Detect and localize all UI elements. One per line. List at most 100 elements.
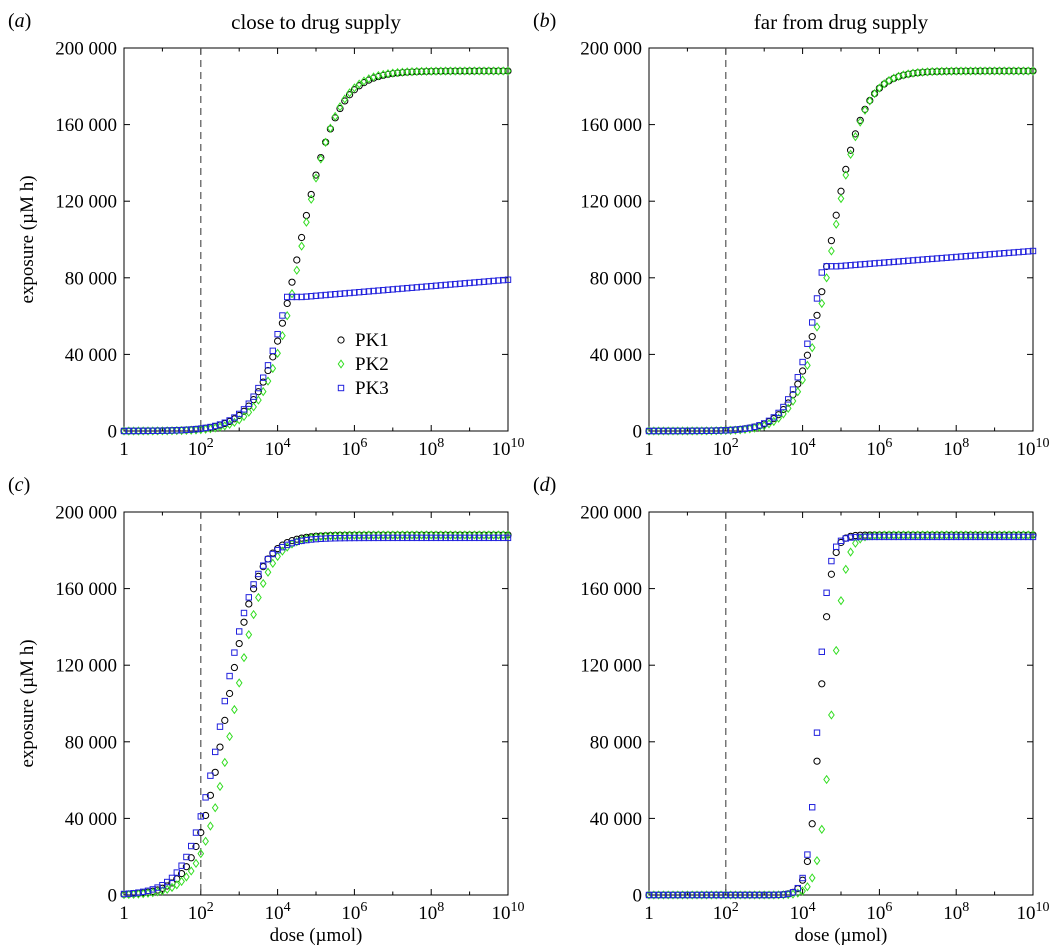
data-point-PK2	[403, 67, 411, 77]
data-point-PK2	[437, 66, 445, 76]
data-point-PK2	[192, 858, 200, 869]
data-point-PK3	[909, 257, 917, 264]
series-PK3	[645, 533, 1037, 899]
data-point-PK3	[765, 891, 773, 899]
data-point-PK3	[881, 533, 888, 541]
data-point-PK2	[938, 66, 946, 76]
data-point-PK2	[226, 731, 233, 742]
legend-label: PK2	[355, 354, 389, 375]
data-point-PK3	[303, 536, 310, 544]
data-point-PK2	[1015, 66, 1022, 76]
data-point-PK2	[852, 538, 859, 548]
data-point-PK3	[356, 288, 363, 296]
data-point-PK1	[221, 716, 229, 724]
data-point-PK3	[260, 562, 267, 569]
data-point-PK3	[168, 427, 176, 434]
y-tick-label: 80 000	[65, 268, 117, 289]
data-point-PK3	[986, 251, 993, 258]
data-point-PK3	[207, 423, 214, 431]
data-point-PK3	[741, 425, 749, 432]
data-point-PK3	[120, 427, 128, 435]
data-point-PK3	[943, 533, 950, 541]
data-point-PK3	[399, 285, 406, 292]
data-point-PK2	[456, 530, 464, 540]
data-point-PK3	[871, 533, 878, 541]
data-point-PK3	[890, 533, 897, 541]
data-point-PK3	[885, 259, 893, 266]
data-point-PK1	[283, 299, 291, 308]
data-point-PK3	[336, 290, 344, 298]
data-point-PK3	[466, 279, 473, 287]
data-point-PK3	[490, 277, 497, 285]
y-tick-label: 200 000	[55, 39, 117, 60]
x-tick-label: 1010	[1017, 900, 1050, 924]
data-point-PK3	[693, 891, 701, 899]
data-point-PK3	[461, 280, 469, 287]
data-point-PK2	[394, 530, 401, 540]
data-point-PK3	[876, 259, 883, 267]
data-point-PK1	[856, 116, 864, 124]
data-point-PK3	[799, 874, 806, 882]
data-point-PK2	[322, 137, 329, 147]
data-point-PK1	[202, 811, 210, 820]
data-point-PK3	[332, 535, 339, 542]
data-point-PK2	[871, 88, 878, 99]
data-point-PK2	[384, 69, 392, 79]
data-point-PK3	[173, 869, 181, 876]
data-point-PK3	[495, 534, 502, 542]
data-point-PK3	[876, 533, 883, 541]
data-point-PK1	[832, 548, 840, 557]
data-point-PK3	[168, 874, 176, 882]
data-point-PK3	[996, 533, 1003, 541]
data-point-PK2	[471, 66, 478, 76]
data-point-PK1	[269, 353, 277, 361]
data-point-PK3	[842, 535, 849, 542]
x-tick-label: 108	[943, 900, 969, 924]
data-point-PK2	[475, 530, 483, 540]
data-point-PK3	[684, 891, 691, 899]
data-point-PK3	[423, 534, 430, 542]
data-point-PK2	[384, 530, 392, 540]
x-tick-label: 1010	[492, 436, 525, 460]
data-point-PK2	[986, 66, 994, 76]
data-point-PK3	[346, 289, 353, 297]
data-point-PK3	[125, 427, 132, 435]
data-point-PK3	[914, 533, 921, 541]
data-point-PK3	[1025, 248, 1032, 255]
data-point-PK3	[943, 254, 950, 261]
data-point-PK1	[178, 869, 186, 878]
panel-b: 0 40 000 80 000 120 000 160 000 200 000 1 102 10…	[533, 10, 1050, 460]
data-point-PK3	[866, 533, 873, 541]
data-point-PK3	[679, 891, 686, 899]
data-point-PK2	[293, 265, 301, 275]
data-point-PK2	[866, 96, 874, 106]
data-point-PK2	[231, 704, 238, 715]
data-point-PK3	[1029, 533, 1037, 541]
data-point-PK2	[804, 882, 811, 892]
data-point-PK2	[466, 530, 473, 540]
data-point-PK3	[370, 534, 377, 542]
data-point-PK1	[197, 828, 205, 837]
data-point-PK2	[909, 68, 917, 78]
data-point-PK1	[240, 618, 248, 626]
data-point-PK3	[689, 427, 696, 435]
data-point-PK1	[847, 146, 855, 154]
data-point-PK3	[948, 533, 955, 541]
data-point-PK2	[168, 882, 176, 893]
data-point-PK3	[761, 891, 768, 899]
data-point-PK3	[380, 534, 387, 542]
data-point-PK2	[976, 66, 984, 76]
data-point-PK3	[650, 891, 657, 899]
data-point-PK3	[708, 427, 715, 434]
data-point-PK3	[713, 891, 720, 899]
data-point-PK3	[231, 414, 238, 421]
series-PK3	[645, 247, 1037, 435]
data-point-PK2	[823, 273, 830, 283]
data-point-PK3	[967, 533, 974, 541]
data-point-PK3	[500, 534, 507, 542]
data-point-PK3	[962, 253, 969, 260]
data-point-PK1	[182, 863, 190, 871]
data-point-PK1	[293, 256, 301, 264]
y-tick-label: 120 000	[55, 656, 117, 677]
data-point-PK3	[135, 427, 142, 435]
